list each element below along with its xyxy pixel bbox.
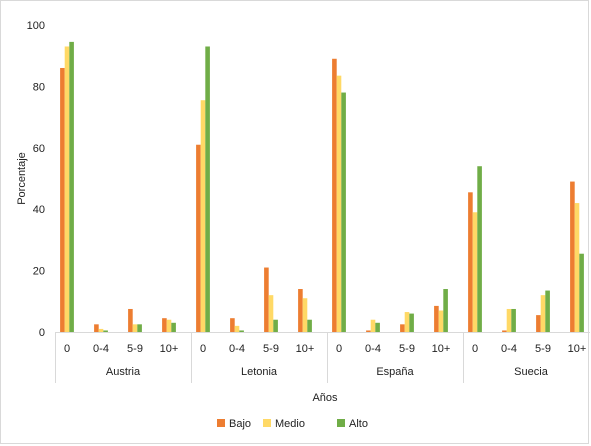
bar-medio bbox=[506, 308, 512, 332]
x-category-label: 5-9 bbox=[535, 343, 551, 355]
bar-medio bbox=[200, 100, 206, 332]
bar-medio bbox=[302, 298, 308, 332]
y-tick-label: 20 bbox=[33, 266, 45, 278]
legend-label-bajo: Bajo bbox=[229, 418, 251, 430]
bar-alto bbox=[307, 319, 312, 332]
x-group-label: Letonia bbox=[241, 366, 278, 378]
bar-bajo bbox=[60, 67, 65, 332]
bar-alto bbox=[137, 324, 142, 332]
x-category-label: 5-9 bbox=[127, 343, 143, 355]
bar-alto bbox=[69, 41, 74, 332]
legend-label-medio: Medio bbox=[275, 418, 305, 430]
x-axis-title: Años bbox=[312, 392, 338, 404]
y-axis-title: Porcentaje bbox=[16, 152, 28, 205]
bar-medio bbox=[98, 328, 104, 332]
y-tick-label: 100 bbox=[27, 20, 45, 32]
bar-alto bbox=[341, 92, 346, 332]
y-tick-label: 60 bbox=[33, 143, 45, 155]
bar-medio bbox=[370, 319, 376, 332]
bar-bajo bbox=[264, 267, 269, 332]
y-tick-label: 40 bbox=[33, 204, 45, 216]
x-category-label: 0-4 bbox=[93, 343, 109, 355]
bar-bajo bbox=[400, 324, 405, 332]
bar-medio bbox=[438, 310, 444, 332]
x-category-label: 10+ bbox=[296, 343, 315, 355]
bar-alto bbox=[239, 330, 244, 332]
bar-medio bbox=[132, 324, 138, 332]
bar-medio bbox=[336, 75, 342, 332]
x-category-label: 10+ bbox=[568, 343, 587, 355]
x-category-label: 10+ bbox=[432, 343, 451, 355]
x-category-label: 5-9 bbox=[263, 343, 279, 355]
x-category-label: 0-4 bbox=[365, 343, 381, 355]
bar-bajo bbox=[468, 192, 473, 332]
bar-medio bbox=[234, 325, 240, 332]
legend-label-alto: Alto bbox=[349, 418, 368, 430]
x-category-label: 0 bbox=[64, 343, 70, 355]
bar-bajo bbox=[196, 144, 201, 332]
bar-bajo bbox=[94, 324, 99, 332]
bar-alto bbox=[171, 322, 176, 332]
bar-bajo bbox=[162, 318, 167, 332]
y-tick-label: 80 bbox=[33, 81, 45, 93]
bar-medio bbox=[404, 312, 410, 332]
bar-medio bbox=[540, 295, 546, 332]
y-tick-label: 0 bbox=[39, 327, 45, 339]
bar-alto bbox=[273, 319, 278, 332]
bar-bajo bbox=[332, 58, 337, 333]
bar-alto bbox=[205, 46, 210, 333]
bar-medio bbox=[574, 203, 580, 332]
bar-medio bbox=[166, 319, 172, 332]
legend-swatch-bajo bbox=[217, 419, 225, 427]
bar-bajo bbox=[128, 308, 133, 332]
bar-alto bbox=[375, 322, 380, 332]
x-category-label: 10+ bbox=[160, 343, 179, 355]
x-category-label: 0 bbox=[336, 343, 342, 355]
x-group-label: España bbox=[376, 366, 414, 378]
bar-bajo bbox=[298, 289, 303, 332]
x-group-label: Austria bbox=[106, 366, 141, 378]
legend-swatch-medio bbox=[263, 419, 271, 427]
bar-alto bbox=[545, 290, 550, 332]
bar-medio bbox=[472, 212, 478, 332]
bar-bajo bbox=[570, 181, 575, 332]
x-group-label: Suecia bbox=[514, 366, 549, 378]
bar-bajo bbox=[502, 330, 507, 332]
bar-bajo bbox=[536, 315, 541, 332]
bar-bajo bbox=[434, 305, 439, 332]
bar-alto bbox=[409, 313, 414, 332]
bar-alto bbox=[511, 308, 516, 332]
x-category-label: 0-4 bbox=[501, 343, 517, 355]
bar-medio bbox=[64, 46, 70, 333]
x-category-label: 5-9 bbox=[399, 343, 415, 355]
bar-alto bbox=[103, 330, 108, 332]
bar-bajo bbox=[230, 318, 235, 332]
legend-swatch-alto bbox=[337, 419, 345, 427]
x-category-label: 0-4 bbox=[229, 343, 245, 355]
x-category-label: 0 bbox=[200, 343, 206, 355]
x-category-label: 0 bbox=[472, 343, 478, 355]
bar-alto bbox=[477, 166, 482, 332]
bar-medio bbox=[268, 295, 274, 332]
bar-bajo bbox=[366, 330, 371, 332]
bar-alto bbox=[579, 253, 584, 332]
bar-alto bbox=[443, 289, 448, 332]
